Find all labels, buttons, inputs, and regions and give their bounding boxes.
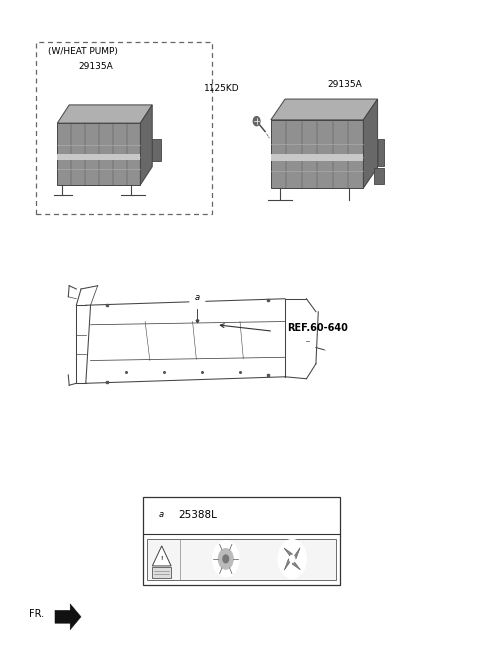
Bar	[378, 138, 384, 166]
Text: FR.: FR.	[29, 609, 44, 619]
Bar	[143, 497, 340, 585]
Text: a: a	[195, 293, 200, 302]
Polygon shape	[284, 559, 292, 570]
Text: REF.60-640: REF.60-640	[288, 323, 348, 333]
Bar	[271, 154, 363, 161]
Polygon shape	[55, 604, 81, 630]
Polygon shape	[271, 99, 378, 120]
Circle shape	[253, 117, 260, 126]
Circle shape	[213, 541, 239, 577]
Polygon shape	[140, 105, 152, 185]
Bar	[57, 154, 140, 160]
Text: 1125KD: 1125KD	[204, 83, 240, 92]
Circle shape	[223, 555, 228, 563]
Text: 29135A: 29135A	[78, 62, 113, 71]
Text: a: a	[158, 510, 163, 519]
Circle shape	[189, 287, 205, 308]
Bar	[146, 539, 336, 581]
Bar	[152, 139, 161, 161]
Bar	[36, 42, 212, 214]
Polygon shape	[284, 548, 292, 559]
Bar	[374, 168, 384, 184]
Polygon shape	[271, 120, 363, 188]
Circle shape	[289, 555, 295, 563]
Polygon shape	[152, 546, 171, 566]
Bar	[152, 567, 171, 578]
Text: !: !	[160, 556, 163, 562]
Text: 29135A: 29135A	[327, 80, 362, 89]
Circle shape	[324, 336, 336, 353]
Polygon shape	[57, 123, 140, 185]
Circle shape	[278, 539, 306, 579]
Text: (W/HEAT PUMP): (W/HEAT PUMP)	[48, 47, 118, 56]
Polygon shape	[57, 105, 152, 123]
Circle shape	[153, 504, 168, 525]
Text: 25388L: 25388L	[179, 510, 217, 520]
Circle shape	[218, 548, 233, 569]
Polygon shape	[292, 559, 300, 570]
Polygon shape	[292, 548, 300, 559]
Polygon shape	[363, 99, 378, 188]
